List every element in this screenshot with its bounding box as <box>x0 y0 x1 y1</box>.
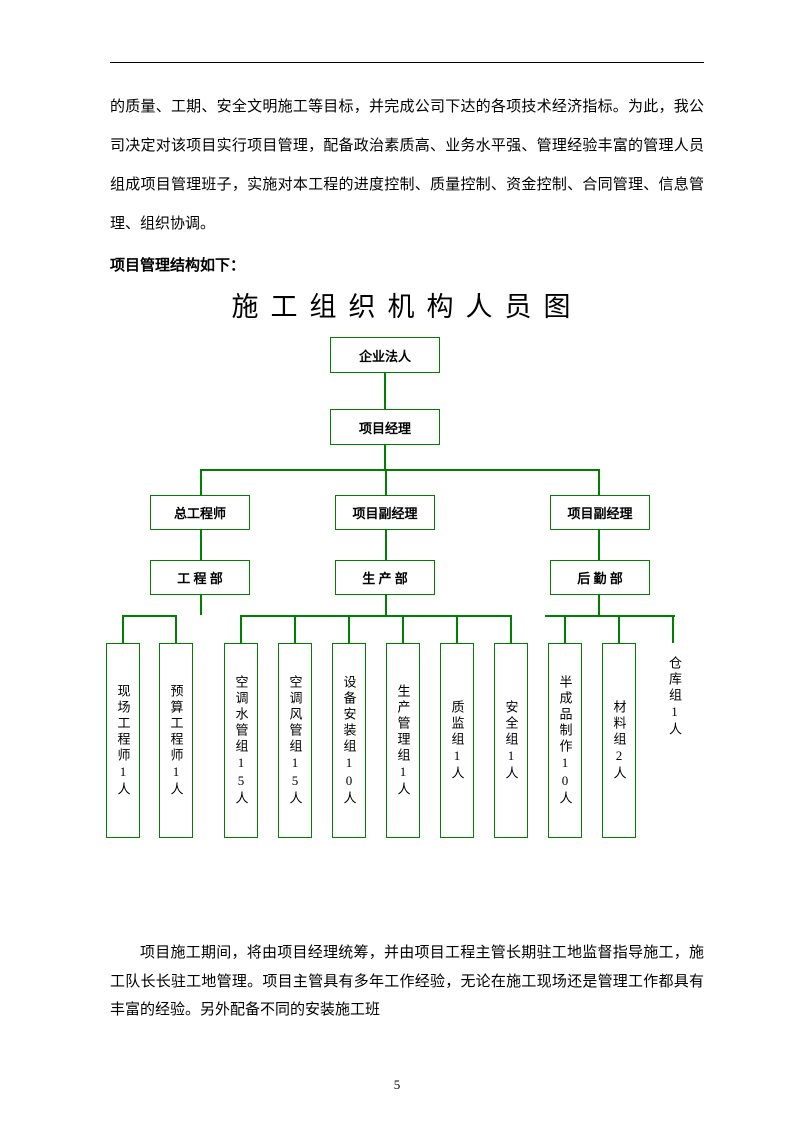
connector <box>384 373 386 409</box>
connector <box>456 615 458 643</box>
connector <box>385 469 387 495</box>
leaf-budget-engineer: 预算工程师1人 <box>159 643 193 838</box>
connector <box>348 615 350 643</box>
node-label: 项目副经理 <box>567 503 632 522</box>
node-logistics-dept: 后 勤 部 <box>550 560 650 595</box>
header-rule <box>110 62 704 63</box>
connector <box>122 615 177 617</box>
node-chief-engineer: 总工程师 <box>150 495 250 530</box>
connector <box>175 615 177 643</box>
leaf-semi-product: 半成品制作10人 <box>548 643 582 838</box>
connector <box>240 615 510 617</box>
node-label: 项目副经理 <box>352 503 417 522</box>
connector <box>240 615 242 643</box>
leaf-label: 半成品制作10人 <box>556 675 575 807</box>
leaf-material: 材料组2人 <box>602 643 636 838</box>
leaf-water-pipe: 空调水管组15人 <box>224 643 258 838</box>
connector <box>200 469 202 495</box>
leaf-safety: 安全组1人 <box>494 643 528 838</box>
leaf-label: 仓库组1人 <box>667 656 682 738</box>
leaf-label: 质监组1人 <box>448 700 467 782</box>
leaf-label: 预算工程师1人 <box>167 684 186 798</box>
leaf-quality: 质监组1人 <box>440 643 474 838</box>
connector <box>598 469 600 495</box>
connector <box>598 530 600 560</box>
leaf-label: 空调风管组15人 <box>286 675 305 807</box>
leaf-label: 生产管理组1人 <box>394 684 413 798</box>
connector <box>200 469 600 471</box>
node-enterprise-label: 企业法人 <box>359 346 411 365</box>
top-paragraph: 的质量、工期、安全文明施工等目标，并完成公司下达的各项技术经济指标。为此，我公司… <box>110 88 704 244</box>
leaf-label: 空调水管组15人 <box>232 675 251 807</box>
node-label: 后 勤 部 <box>577 568 623 587</box>
node-pm-label: 项目经理 <box>359 418 411 437</box>
bottom-paragraph: 项目施工期间，将由项目经理统筹，并由项目工程主管长期驻工地监督指导施工，施工队长… <box>110 939 704 1025</box>
connector <box>564 615 566 643</box>
connector <box>200 595 202 615</box>
connector <box>122 615 124 643</box>
node-pm: 项目经理 <box>330 409 440 445</box>
leaf-label: 安全组1人 <box>502 700 521 782</box>
connector <box>200 530 202 560</box>
page-number: 5 <box>0 1077 794 1093</box>
leaf-warehouse: 仓库组1人 <box>665 656 684 738</box>
connector <box>598 595 600 615</box>
node-deputy-pm-1: 项目副经理 <box>335 495 435 530</box>
connector <box>384 445 386 469</box>
structure-heading: 项目管理结构如下： <box>110 254 704 275</box>
node-engineering-dept: 工 程 部 <box>150 560 250 595</box>
connector <box>385 595 387 615</box>
connector <box>672 615 674 643</box>
leaf-air-pipe: 空调风管组15人 <box>278 643 312 838</box>
node-enterprise: 企业法人 <box>330 337 440 373</box>
chart-title: 施工组织机构人员图 <box>110 285 704 324</box>
node-production-dept: 生 产 部 <box>335 560 435 595</box>
node-label: 生 产 部 <box>362 568 408 587</box>
leaf-site-engineer: 现场工程师1人 <box>106 643 140 838</box>
node-label: 工 程 部 <box>177 568 223 587</box>
connector <box>385 530 387 560</box>
leaf-label: 现场工程师1人 <box>114 684 133 798</box>
leaf-production-mgmt: 生产管理组1人 <box>386 643 420 838</box>
node-deputy-pm-2: 项目副经理 <box>550 495 650 530</box>
connector <box>402 615 404 643</box>
node-label: 总工程师 <box>174 503 226 522</box>
leaf-equipment: 设备安装组10人 <box>332 643 366 838</box>
org-chart: 企业法人 项目经理 总工程师 项目副经理 项目副经理 工 程 部 <box>110 329 704 929</box>
leaf-label: 设备安装组10人 <box>340 675 359 807</box>
connector <box>294 615 296 643</box>
connector <box>510 615 512 643</box>
connector <box>618 615 620 643</box>
leaf-label: 材料组2人 <box>610 700 629 782</box>
